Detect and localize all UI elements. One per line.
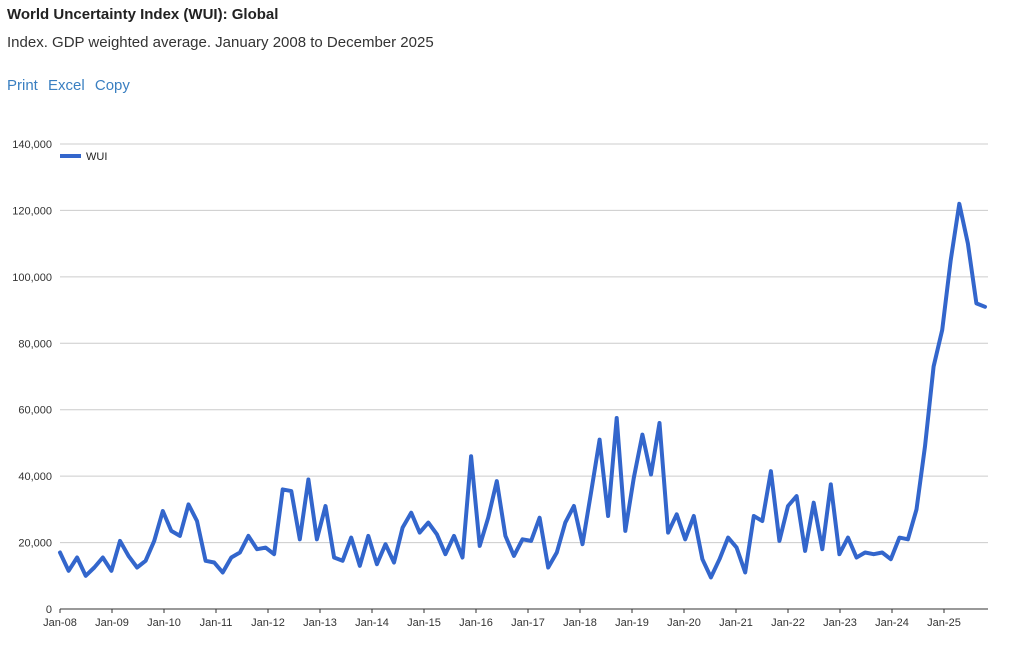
y-tick-label: 140,000: [12, 139, 52, 151]
x-tick-label: Jan-12: [251, 617, 285, 629]
export-toolbar: Print Excel Copy: [7, 77, 136, 94]
y-tick-label: 60,000: [18, 405, 52, 417]
x-tick-label: Jan-23: [823, 617, 857, 629]
x-tick-label: Jan-19: [615, 617, 649, 629]
excel-link[interactable]: Excel: [48, 77, 85, 94]
y-tick-label: 20,000: [18, 538, 52, 550]
y-tick-label: 100,000: [12, 272, 52, 284]
y-tick-label: 40,000: [18, 471, 52, 483]
y-tick-label: 0: [46, 604, 52, 616]
x-tick-label: Jan-25: [927, 617, 961, 629]
x-tick-label: Jan-08: [43, 617, 77, 629]
print-link[interactable]: Print: [7, 77, 38, 94]
y-tick-label: 80,000: [18, 338, 52, 350]
x-tick-label: Jan-16: [459, 617, 493, 629]
x-tick-label: Jan-13: [303, 617, 337, 629]
x-tick-label: Jan-15: [407, 617, 441, 629]
page-subtitle: Index. GDP weighted average. January 200…: [7, 34, 434, 51]
x-tick-label: Jan-11: [200, 617, 233, 629]
page-title: World Uncertainty Index (WUI): Global: [7, 6, 279, 23]
x-tick-label: Jan-17: [511, 617, 545, 629]
x-tick-label: Jan-09: [95, 617, 129, 629]
x-tick-label: Jan-20: [667, 617, 701, 629]
y-tick-label: 120,000: [12, 205, 52, 217]
copy-link[interactable]: Copy: [94, 77, 130, 94]
x-tick-label: Jan-22: [771, 617, 805, 629]
x-tick-label: Jan-21: [719, 617, 753, 629]
series-line-wui: [58, 201, 987, 580]
x-tick-label: Jan-10: [147, 617, 181, 629]
x-tick-label: Jan-18: [563, 617, 597, 629]
x-tick-label: Jan-14: [355, 617, 389, 629]
legend-label: WUI: [86, 151, 107, 163]
x-tick-label: Jan-24: [875, 617, 909, 629]
